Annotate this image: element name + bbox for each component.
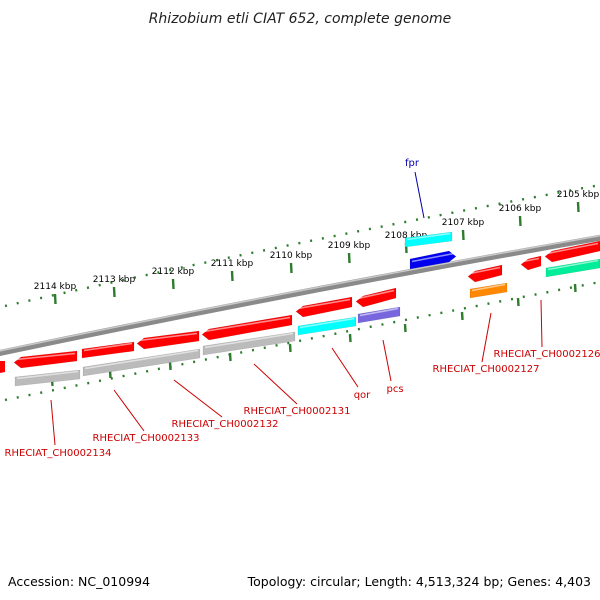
- gene-arrow-highlight: [469, 266, 501, 275]
- inner-scale-tick-mark: [573, 283, 577, 293]
- gene-arrow-highlight: [357, 289, 395, 300]
- gene-features: [0, 231, 600, 387]
- scale-tick-label: 2110 kbp: [270, 251, 313, 261]
- gene-label-leader: [253, 363, 298, 405]
- gene-arrow: [357, 306, 401, 324]
- scale-ticks: 2114 kbp 2113 kbp 2112 kbp 2111 kbp 2110 kbp…: [34, 190, 600, 305]
- gene-arrow-highlight: [299, 317, 355, 329]
- gene-arrow: [545, 258, 600, 278]
- gene-label-leader: [382, 339, 392, 382]
- map-title: Rhizobium etli CIAT 652, complete genome: [149, 11, 452, 27]
- scale-tick-label: 2105 kbp: [557, 190, 600, 200]
- inner-scale-arc: [4, 280, 600, 402]
- scale-tick-mark: [53, 293, 57, 305]
- scale-tick-mark: [518, 215, 522, 227]
- scale-tick-mark: [347, 252, 351, 264]
- gene-label-leader: [113, 389, 145, 432]
- gene-label: RHECIAT_CH0002133: [93, 433, 200, 444]
- inner-scale-tick-mark: [516, 297, 520, 307]
- scale-tick-mark: [289, 262, 293, 274]
- gene-label: pcs: [386, 384, 403, 395]
- scale-tick-label: 2108 kbp: [385, 231, 428, 241]
- gene-label-leader: [331, 347, 359, 388]
- gene-arrow-highlight: [359, 307, 399, 317]
- gene-arrow: [404, 231, 453, 248]
- gene-arrow: [469, 282, 508, 299]
- gene-arrow-highlight: [84, 349, 199, 370]
- outer-scale-arc: [4, 183, 600, 308]
- scale-tick-label: 2112 kbp: [152, 267, 195, 277]
- gene-label: RHECIAT_CH0002126: [494, 349, 600, 360]
- gene-label-leader: [481, 312, 492, 363]
- scale-tick-mark: [576, 201, 580, 213]
- genome-backbone-highlight: [0, 234, 600, 352]
- label-leader-lines: [50, 171, 543, 446]
- gene-label: qor: [354, 390, 371, 401]
- gene-arrow-highlight: [16, 370, 79, 380]
- gene-arrow-highlight: [15, 352, 76, 361]
- scale-tick-label: 2113 kbp: [93, 275, 136, 285]
- accession-text: Accession: NC_010994: [8, 574, 150, 589]
- gene-arrow-highlight: [411, 252, 455, 263]
- gene-label: RHECIAT_CH0002134: [5, 448, 112, 459]
- gene-arrow: [81, 341, 135, 359]
- inner-scale-tick-mark: [348, 333, 352, 343]
- gene-arrow-highlight: [203, 316, 291, 333]
- gene-arrow-partial: [0, 361, 5, 373]
- gene-labels: fpr RHECIAT_CH0002126 RHECIAT_CH0002127pcs…: [5, 158, 600, 459]
- gene-label: RHECIAT_CH0002131: [244, 406, 351, 417]
- gene-arrow-highlight: [522, 257, 540, 263]
- gene-label-leader: [173, 379, 223, 418]
- gene-arrow-highlight: [297, 298, 351, 310]
- gene-arrow-highlight: [547, 259, 599, 271]
- scale-tick-label: 2111 kbp: [211, 259, 254, 269]
- inner-scale-tick-mark: [228, 352, 232, 362]
- scale-tick-label: 2106 kbp: [499, 204, 542, 214]
- gene-arrow-highlight: [204, 332, 294, 349]
- inner-scale-ticks: [50, 283, 577, 387]
- scale-tick-label: 2114 kbp: [34, 282, 77, 292]
- scale-tick-mark: [230, 270, 234, 282]
- gene-label: RHECIAT_CH0002127: [433, 364, 540, 375]
- gene-arrow: [82, 348, 201, 377]
- gene-label: RHECIAT_CH0002132: [172, 419, 279, 430]
- scale-tick-label: 2109 kbp: [328, 241, 371, 251]
- inner-scale-tick-mark: [168, 361, 172, 371]
- scale-tick-label: 2107 kbp: [442, 218, 485, 228]
- gene-arrow-highlight: [83, 342, 133, 352]
- gene-label-leader: [50, 399, 56, 446]
- gene-label: fpr: [405, 158, 420, 169]
- gene-label-leader: [414, 171, 425, 219]
- topology-text: Topology: circular; Length: 4,513,324 bp…: [247, 574, 591, 589]
- gene-arrow-highlight: [138, 332, 198, 342]
- inner-scale-tick-mark: [288, 343, 292, 353]
- gene-arrow: [14, 369, 81, 387]
- genome-backbone: [0, 234, 600, 356]
- gene-arrow-highlight: [406, 232, 451, 241]
- gene-arrow-highlight: [471, 283, 506, 292]
- scale-tick-mark: [171, 278, 175, 290]
- scale-tick-mark: [461, 229, 465, 241]
- scale-tick-mark: [112, 286, 116, 298]
- gene-arrow-highlight: [546, 242, 599, 255]
- inner-scale-tick-mark: [403, 323, 407, 333]
- gene-arrow: [297, 316, 357, 336]
- gene-arrow: [202, 331, 296, 356]
- inner-scale-tick-mark: [460, 311, 464, 321]
- gene-label-leader: [540, 299, 543, 348]
